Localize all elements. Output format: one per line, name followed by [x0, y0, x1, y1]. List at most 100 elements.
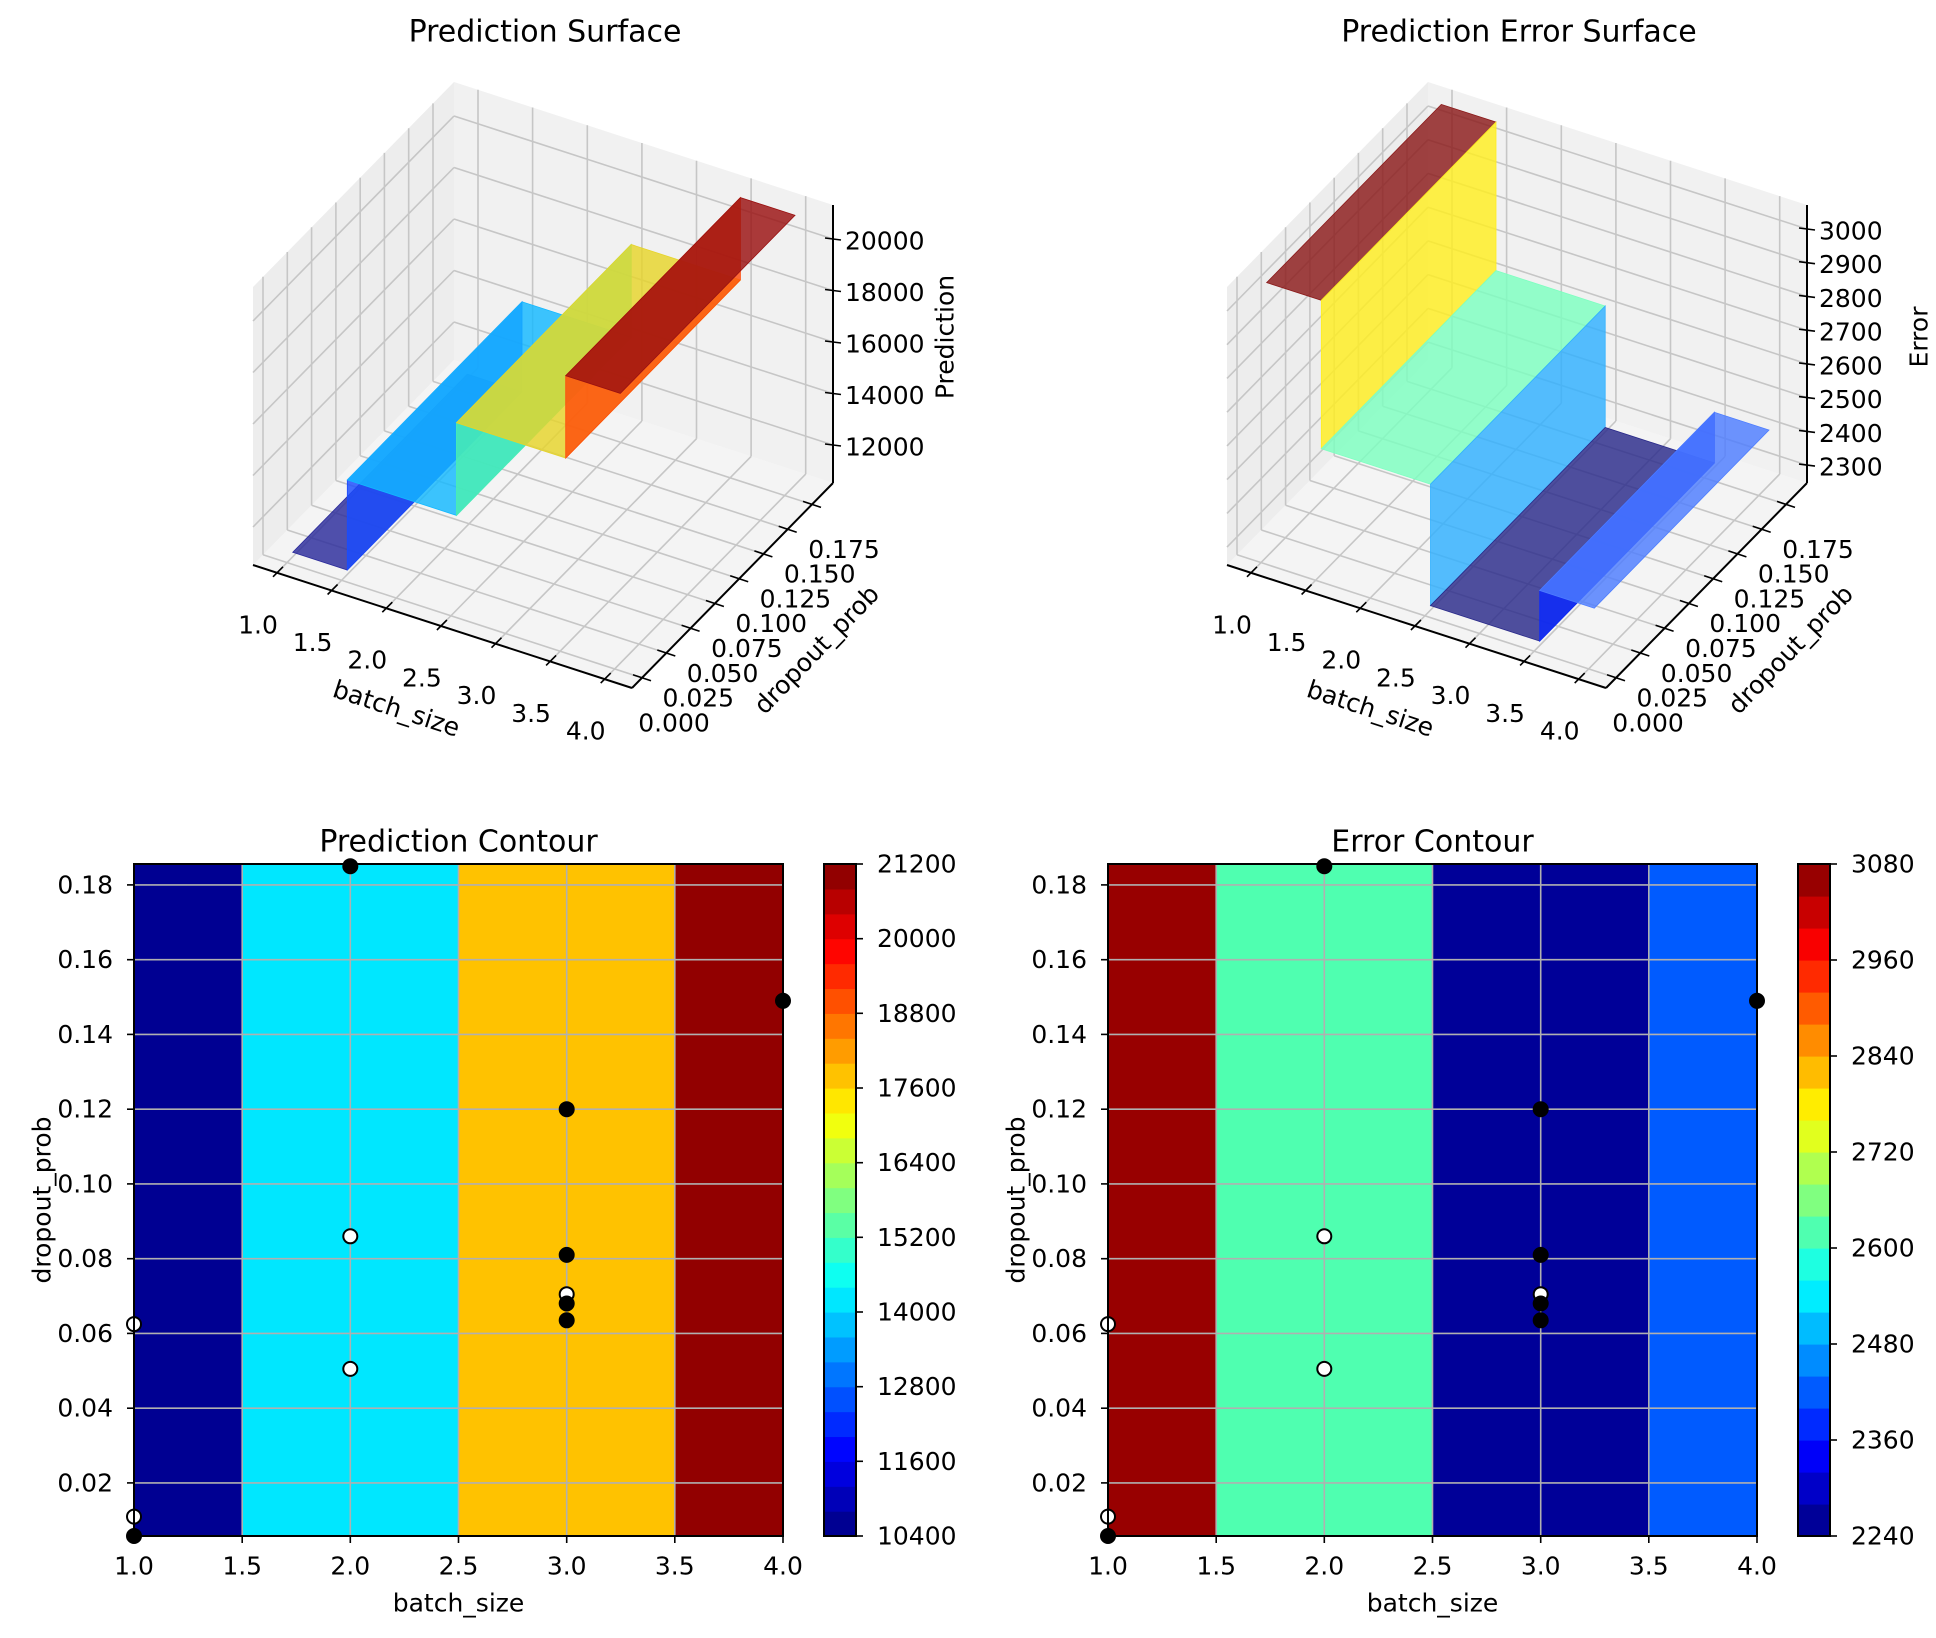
- y-tick-mark: [1776, 500, 1796, 509]
- y-tick-label: 0.12: [1031, 1095, 1087, 1124]
- data-point: [1532, 1246, 1549, 1263]
- y-tick-mark: [632, 674, 652, 682]
- x-tick-mark: [1301, 583, 1313, 596]
- x-tick-label: 3.5: [511, 699, 551, 728]
- x-tick-label: 4.0: [763, 1552, 803, 1581]
- gridline-z-left: [1226, 105, 1429, 312]
- colorbar-tick-label: 15200: [877, 1223, 957, 1252]
- x-tick-label: 2.0: [1304, 1552, 1344, 1581]
- colorbar-band: [824, 1461, 856, 1487]
- colorbar-band: [1798, 1184, 1830, 1217]
- y-tick-label: 0.10: [1031, 1169, 1087, 1198]
- colorbar-frame: [823, 863, 857, 1537]
- y-tick-mark: [1655, 624, 1674, 633]
- colorbar-tick-label: 17600: [877, 1074, 957, 1103]
- y-tick-label: 0.075: [1685, 634, 1757, 663]
- y-tick-mark: [754, 550, 773, 558]
- x-tick-label: 1.0: [114, 1552, 154, 1581]
- x-tick-mark: [1574, 672, 1586, 684]
- y-tick-mark: [1703, 574, 1723, 583]
- colorbar-band: [1798, 992, 1830, 1025]
- data-point: [1316, 858, 1333, 875]
- colorbar-tick-label: 16400: [877, 1148, 957, 1177]
- z-tick-label: 12000: [845, 433, 925, 462]
- colorbar-band: [824, 1411, 856, 1438]
- colorbar-tick-label: 2240: [1851, 1522, 1915, 1551]
- x-axis-line: [252, 564, 633, 689]
- colorbar-band: [824, 1361, 856, 1388]
- y-tick-label: 0.18: [1031, 870, 1087, 899]
- z-axis-label: Prediction: [931, 275, 960, 399]
- colorbar-frame: [1797, 863, 1831, 1537]
- z-tick-label: 18000: [845, 278, 925, 307]
- colorbar-tick-label: 3080: [1851, 850, 1915, 879]
- x-tick-label: 3.0: [1521, 1552, 1561, 1581]
- x-tick-label: 3.0: [547, 1552, 587, 1581]
- y-tick-mark: [705, 599, 725, 608]
- x-tick-label: 2.5: [1413, 1552, 1453, 1581]
- gridline-y-floor: [1236, 554, 1617, 679]
- colorbar: 10400 11600 12800 14000 15200 16400 17600 18800…: [823, 850, 957, 1551]
- y-tick-label: 0.050: [1661, 659, 1733, 688]
- x-tick-label: 1.5: [222, 1552, 262, 1581]
- data-point: [342, 1228, 359, 1245]
- z-tick-mark: [824, 443, 842, 447]
- gridline-z-left: [252, 218, 455, 425]
- data-point: [342, 1360, 359, 1377]
- colorbar-band: [1798, 960, 1830, 993]
- colorbar-band: [824, 1063, 856, 1089]
- gridline-z-left: [252, 166, 455, 374]
- colorbar-band: [824, 1436, 856, 1462]
- colorbar-band: [824, 1162, 856, 1189]
- x-tick-label: 3.5: [1629, 1552, 1669, 1581]
- colorbar-band: [824, 1088, 856, 1114]
- colorbar-band: [1798, 1504, 1830, 1537]
- y-tick-label: 0.125: [760, 584, 832, 613]
- colorbar-band: [1798, 1248, 1830, 1281]
- z-tick-label: 14000: [845, 381, 925, 410]
- gridline-y-floor: [262, 554, 643, 679]
- colorbar-tick-label: 2360: [1851, 1426, 1915, 1455]
- z-tick-label: 16000: [845, 330, 925, 359]
- y-axis-line: [631, 482, 834, 689]
- x-axis-line: [1226, 564, 1607, 689]
- z-tick-label: 3000: [1819, 217, 1883, 246]
- contour-region: [674, 864, 783, 1536]
- colorbar-band: [824, 1511, 856, 1537]
- x-axis-label: batch_size: [1367, 1589, 1499, 1618]
- z-tick-label: 2500: [1819, 385, 1883, 414]
- z-tick-label: 2700: [1819, 318, 1883, 347]
- x-tick-mark: [490, 637, 503, 649]
- colorbar-tick-label: 2480: [1851, 1330, 1915, 1359]
- x-tick-label: 4.0: [1737, 1552, 1777, 1581]
- colorbar-band: [824, 1262, 856, 1288]
- z-tick-label: 20000: [845, 227, 925, 256]
- y-tick-label: 0.125: [1734, 584, 1806, 613]
- y-tick-label: 0.000: [1612, 708, 1684, 737]
- z-tick-label: 2600: [1819, 351, 1883, 380]
- colorbar-band: [824, 1486, 856, 1512]
- z-tick-label: 2400: [1819, 419, 1883, 448]
- x-tick-label: 3.5: [1485, 699, 1525, 728]
- colorbar-tick-label: 11600: [877, 1447, 957, 1476]
- x-tick-label: 2.0: [330, 1552, 370, 1581]
- colorbar-tick-label: 20000: [877, 924, 957, 953]
- x-tick-label: 2.0: [347, 646, 387, 675]
- y-tick-mark: [729, 574, 749, 583]
- colorbar-band: [824, 1038, 856, 1064]
- surface-plot-0: 1.0 1.5 2.0 2.5 3.0 3.5 4.0 0.0000.0250.0500.07…: [238, 15, 959, 746]
- colorbar-band: [1798, 1024, 1830, 1057]
- y-tick-label: 0.06: [1031, 1319, 1087, 1348]
- data-point: [342, 858, 359, 875]
- colorbar-tick-label: 12800: [877, 1372, 957, 1401]
- data-point: [1316, 1228, 1333, 1245]
- gridline-x-floor: [1578, 473, 1781, 680]
- colorbar-band: [1798, 1216, 1830, 1249]
- z-tick-mark: [824, 237, 842, 241]
- colorbar-band: [1798, 1408, 1830, 1441]
- colorbar-tick-label: 2960: [1851, 946, 1915, 975]
- data-point: [1532, 1295, 1549, 1312]
- colorbar-band: [1798, 928, 1830, 961]
- z-tick-mark: [1798, 429, 1816, 434]
- x-axis-label: batch_size: [393, 1589, 525, 1618]
